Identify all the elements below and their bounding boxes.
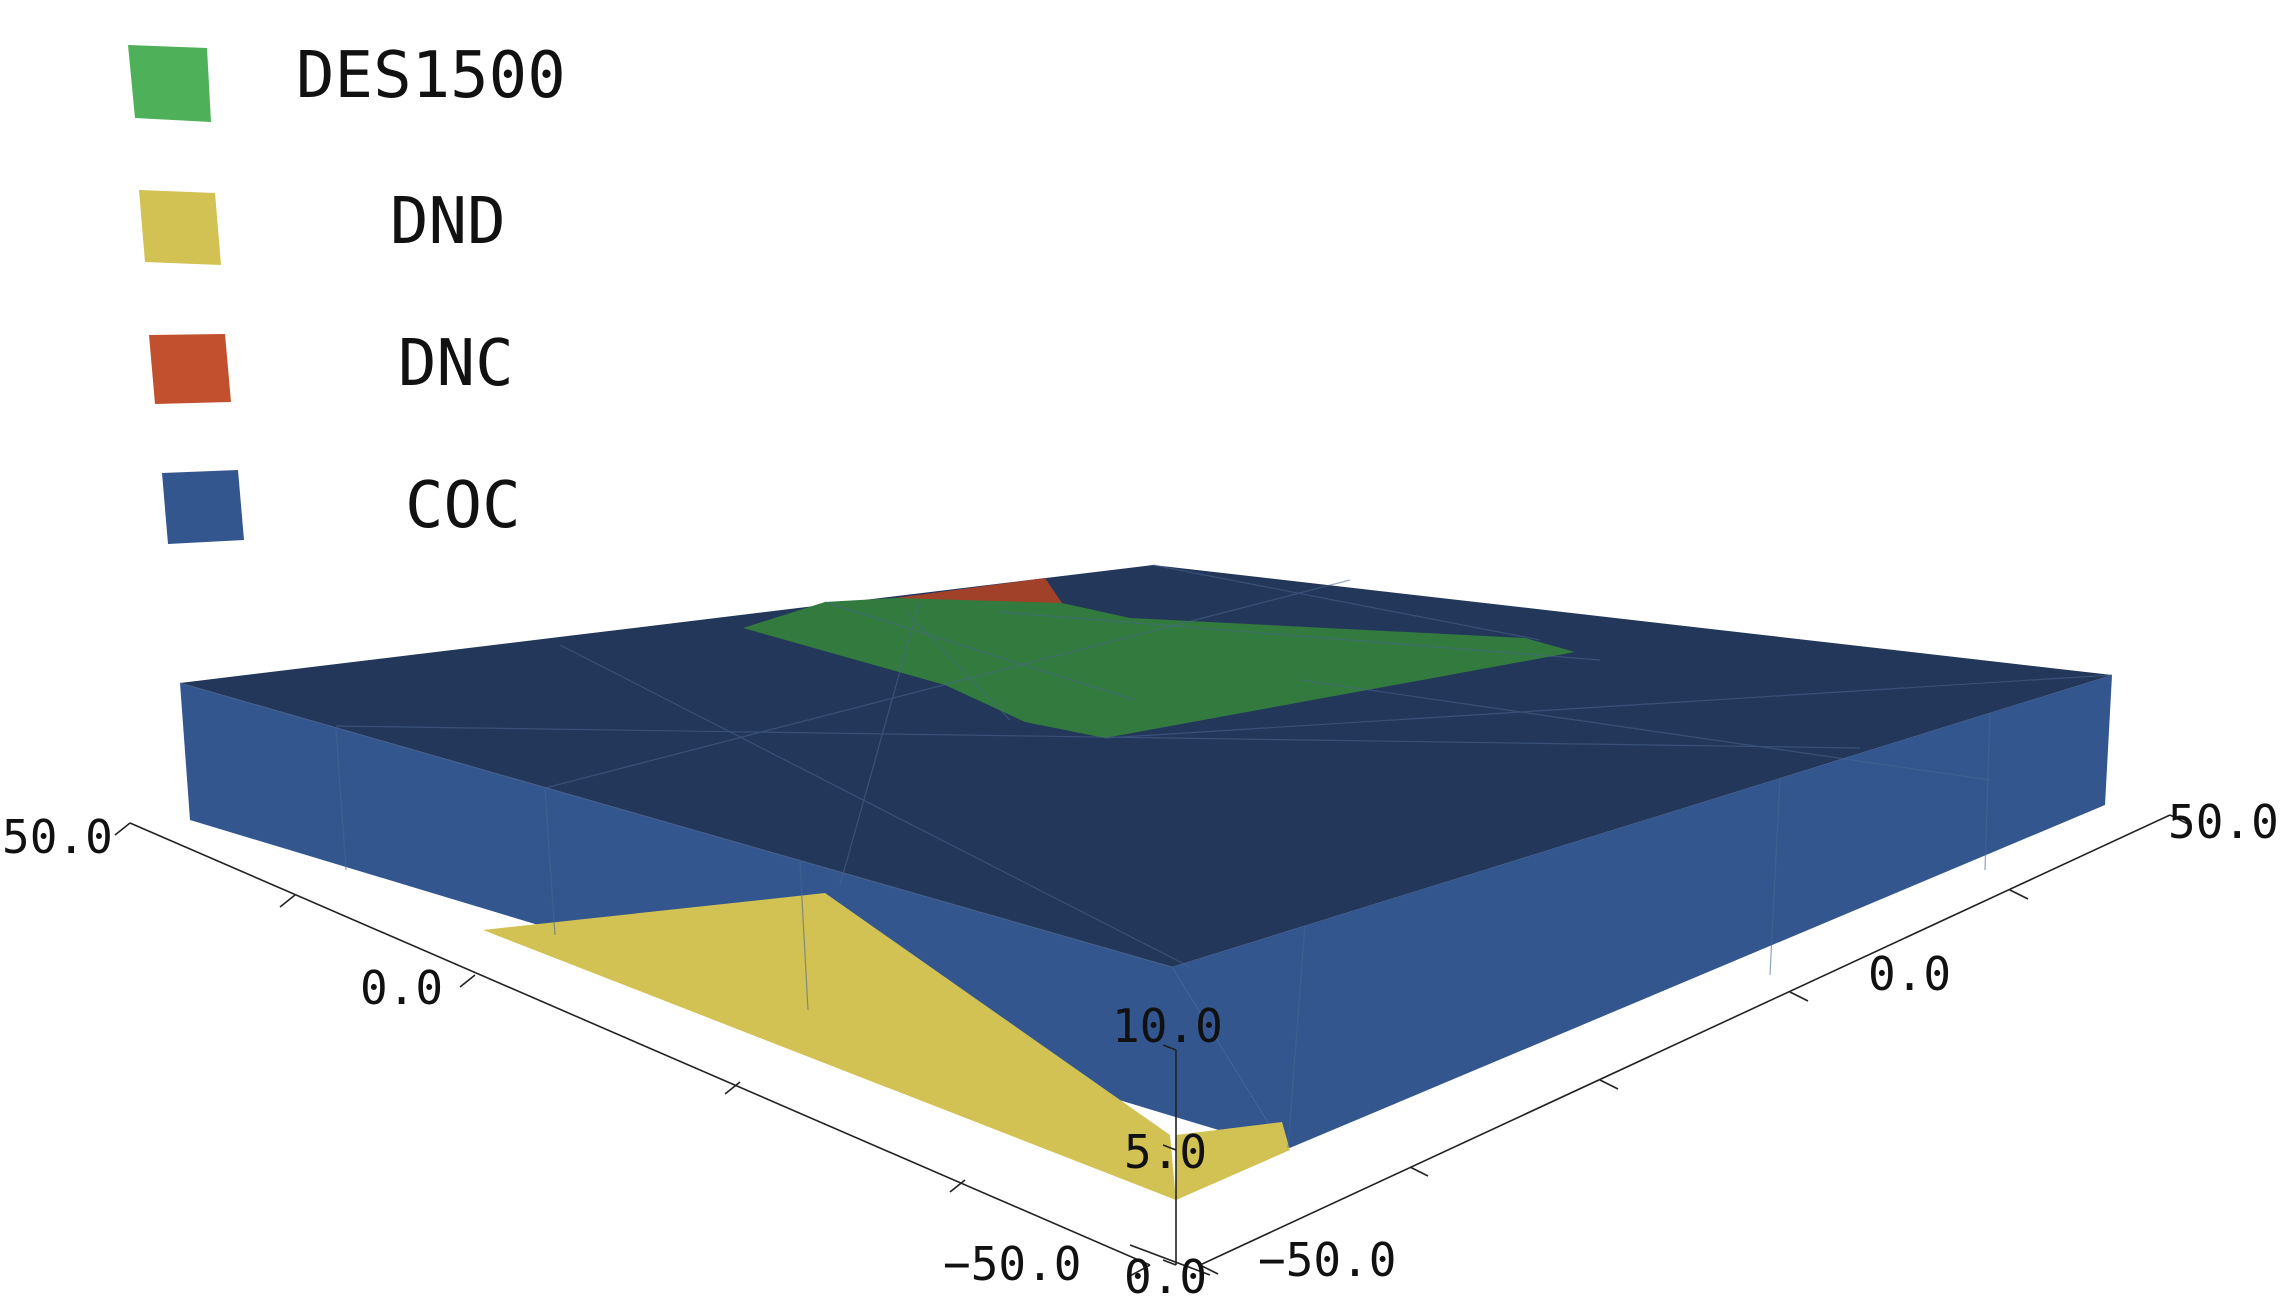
legend-label-coc: COC	[405, 469, 521, 543]
z-tick-label: 5.0	[1124, 1125, 1207, 1179]
legend-swatch-dnd	[139, 190, 221, 265]
x-tick-label: 50.0	[2168, 795, 2279, 849]
dnd-layer-left	[483, 893, 1176, 1200]
legend-label-dnd: DND	[390, 185, 506, 259]
legend-swatch-coc	[162, 470, 244, 544]
x-tick-label: −50.0	[1258, 1233, 1396, 1287]
des1500-patch	[743, 598, 1575, 738]
y-tick-label: −50.0	[943, 1237, 1081, 1291]
top-grid-lines	[179, 564, 2113, 968]
y-tick-label: 0.0	[360, 961, 443, 1015]
y-axis-line	[129, 822, 1151, 1266]
legend-label-des1500: DES1500	[296, 39, 566, 113]
z-tick-label: 0.0	[1124, 1250, 1207, 1304]
legend-swatch-des1500	[128, 45, 211, 122]
z-tick-label: 10.0	[1112, 999, 1223, 1053]
legend: DES1500 DND DNC COC	[0, 0, 720, 600]
legend-swatch-dnc	[149, 334, 231, 404]
block-front-right-side	[1172, 675, 2112, 1150]
side-grid-lines	[335, 711, 1991, 1149]
y-tick-label: 50.0	[2, 810, 113, 864]
axes	[114, 814, 2189, 1277]
legend-label-dnc: DNC	[398, 327, 514, 401]
block-top-surface	[180, 565, 2112, 967]
x-tick-label: 0.0	[1868, 947, 1951, 1001]
dnd-layer-right	[1176, 1122, 1290, 1200]
x-axis-line	[1199, 814, 2171, 1266]
